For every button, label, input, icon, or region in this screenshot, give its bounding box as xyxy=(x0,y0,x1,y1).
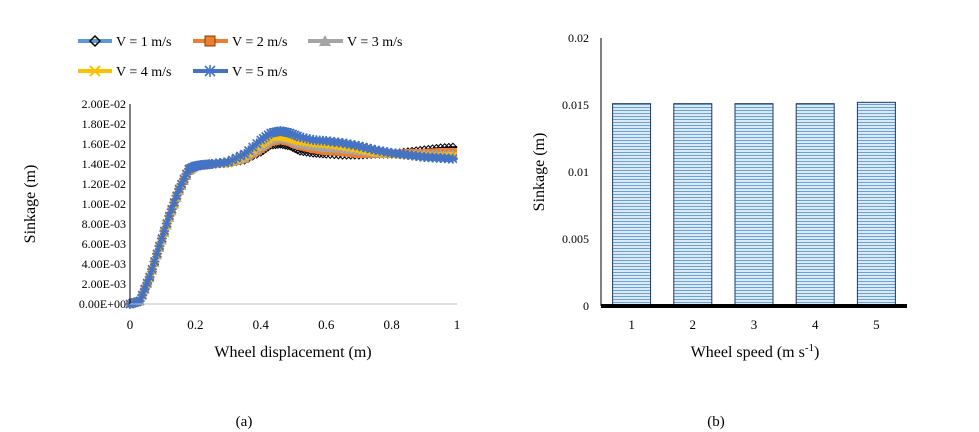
line-chart-y-ticks: 0.00E+00 2.00E-03 4.00E-03 6.00E-03 8.00E-03… xyxy=(79,97,126,311)
y-tick-label: 1.40E-02 xyxy=(82,157,126,171)
bar-chart-x-label-main: Wheel speed (m s xyxy=(691,344,805,361)
y-tick-label: 2.00E-02 xyxy=(82,97,126,111)
star-marker-icon xyxy=(204,65,216,77)
series-marker xyxy=(161,218,172,229)
bar-chart-bars xyxy=(612,101,896,307)
bar-chart-x-label-tail: ) xyxy=(814,344,819,361)
series-marker xyxy=(357,142,368,152)
series-2 xyxy=(126,136,457,308)
y-tick-label: 1.80E-02 xyxy=(82,117,126,131)
x-tick-label: 0.6 xyxy=(318,317,335,332)
x-marker-icon xyxy=(89,65,101,77)
panel-label-b: (b) xyxy=(707,414,725,430)
series-marker xyxy=(447,153,458,164)
series-marker xyxy=(151,248,162,259)
x-tick-label: 0.8 xyxy=(383,317,399,332)
line-chart-x-label: Wheel displacement (m) xyxy=(214,344,371,361)
legend-label: V = 5 m/s xyxy=(232,65,287,80)
legend-item-v2: V = 2 m/s xyxy=(193,35,287,50)
series-marker xyxy=(227,155,238,165)
bar-chart-y-label: Sinkage (m) xyxy=(531,133,548,212)
series-marker xyxy=(171,190,182,201)
diamond-marker-icon xyxy=(88,34,102,48)
x-tick-label: 0.4 xyxy=(253,317,270,332)
y-tick-label: 2.00E-03 xyxy=(82,277,126,291)
series-marker xyxy=(154,241,165,251)
y-tick-label: 1.60E-02 xyxy=(82,137,126,151)
panel-label-a: (a) xyxy=(236,414,253,430)
bar-chart-x-ticks: 1 2 3 4 5 xyxy=(628,317,879,332)
legend-item-v1: V = 1 m/s xyxy=(78,34,171,50)
bar-1 xyxy=(612,103,652,307)
series-marker xyxy=(235,151,246,161)
y-tick-label: 0.01 xyxy=(568,165,589,179)
y-tick-label: 4.00E-03 xyxy=(82,257,126,271)
series-line xyxy=(129,136,457,306)
series-line xyxy=(129,143,458,305)
series-line xyxy=(129,138,457,306)
bar-4 xyxy=(795,103,835,307)
series-marker xyxy=(366,144,377,154)
x-tick-label: 0 xyxy=(127,317,134,332)
legend-label: V = 3 m/s xyxy=(347,35,402,50)
series-1 xyxy=(125,139,458,309)
series-marker xyxy=(166,204,177,215)
bar-2 xyxy=(673,103,713,307)
legend-item-v4: V = 4 m/s xyxy=(78,65,171,80)
triangle-marker-icon xyxy=(319,35,331,46)
x-tick-label: 4 xyxy=(812,317,819,332)
square-marker-icon xyxy=(204,35,216,47)
line-chart-series xyxy=(125,126,458,309)
series-marker xyxy=(149,256,160,267)
line-chart-x-ticks: 0 0.2 0.4 0.6 0.8 1 xyxy=(127,317,461,332)
y-tick-label: 1.00E-02 xyxy=(82,197,126,211)
series-marker xyxy=(292,131,303,141)
series-marker xyxy=(287,129,298,139)
x-tick-label: 5 xyxy=(873,317,880,332)
series-marker xyxy=(156,233,167,244)
x-tick-label: 1 xyxy=(454,317,461,332)
x-tick-label: 0.2 xyxy=(187,317,203,332)
bar-chart-x-label: Wheel speed (m s-1) xyxy=(691,342,820,361)
bar-chart-panel: 0 0.005 0.01 0.015 0.02 1 2 3 4 5 Wheel speed (m… xyxy=(531,31,907,430)
series-line xyxy=(129,134,458,306)
series-marker xyxy=(169,197,180,208)
series-marker xyxy=(144,272,155,282)
series-marker xyxy=(181,169,192,179)
bar-5 xyxy=(856,101,896,307)
y-tick-label: 0 xyxy=(583,299,589,313)
y-tick-label: 1.20E-02 xyxy=(82,177,126,191)
series-marker xyxy=(159,226,170,236)
x-tick-label: 1 xyxy=(628,317,635,332)
legend-label: V = 2 m/s xyxy=(232,35,287,50)
series-marker xyxy=(147,264,158,275)
legend-item-v3: V = 3 m/s xyxy=(308,35,402,50)
bar-chart-y-ticks: 0 0.005 0.01 0.015 0.02 xyxy=(562,31,589,313)
x-tick-label: 2 xyxy=(690,317,697,332)
legend-label: V = 1 m/s xyxy=(116,35,171,50)
y-tick-label: 0.015 xyxy=(562,98,589,112)
legend-item-v5: V = 5 m/s xyxy=(193,65,287,80)
bar-3 xyxy=(734,103,774,307)
x-tick-label: 3 xyxy=(751,317,758,332)
line-chart-y-label: Sinkage (m) xyxy=(22,165,39,244)
series-5 xyxy=(125,126,458,309)
line-chart-panel: V = 1 m/s V = 2 m/s V = 3 m/s V = 4 m/s xyxy=(22,34,461,430)
legend-label: V = 4 m/s xyxy=(116,65,171,80)
bar-chart-x-label-superscript: -1 xyxy=(805,342,814,354)
series-marker xyxy=(137,290,148,300)
y-tick-label: 0.00E+00 xyxy=(79,297,126,311)
y-tick-label: 0.02 xyxy=(568,31,589,45)
y-tick-label: 6.00E-03 xyxy=(82,237,126,251)
y-tick-label: 0.005 xyxy=(562,232,589,246)
line-chart-legend: V = 1 m/s V = 2 m/s V = 3 m/s V = 4 m/s xyxy=(78,34,402,80)
series-marker xyxy=(176,179,187,189)
y-tick-label: 8.00E-03 xyxy=(82,217,126,231)
series-marker xyxy=(142,278,153,288)
series-marker xyxy=(164,211,175,221)
